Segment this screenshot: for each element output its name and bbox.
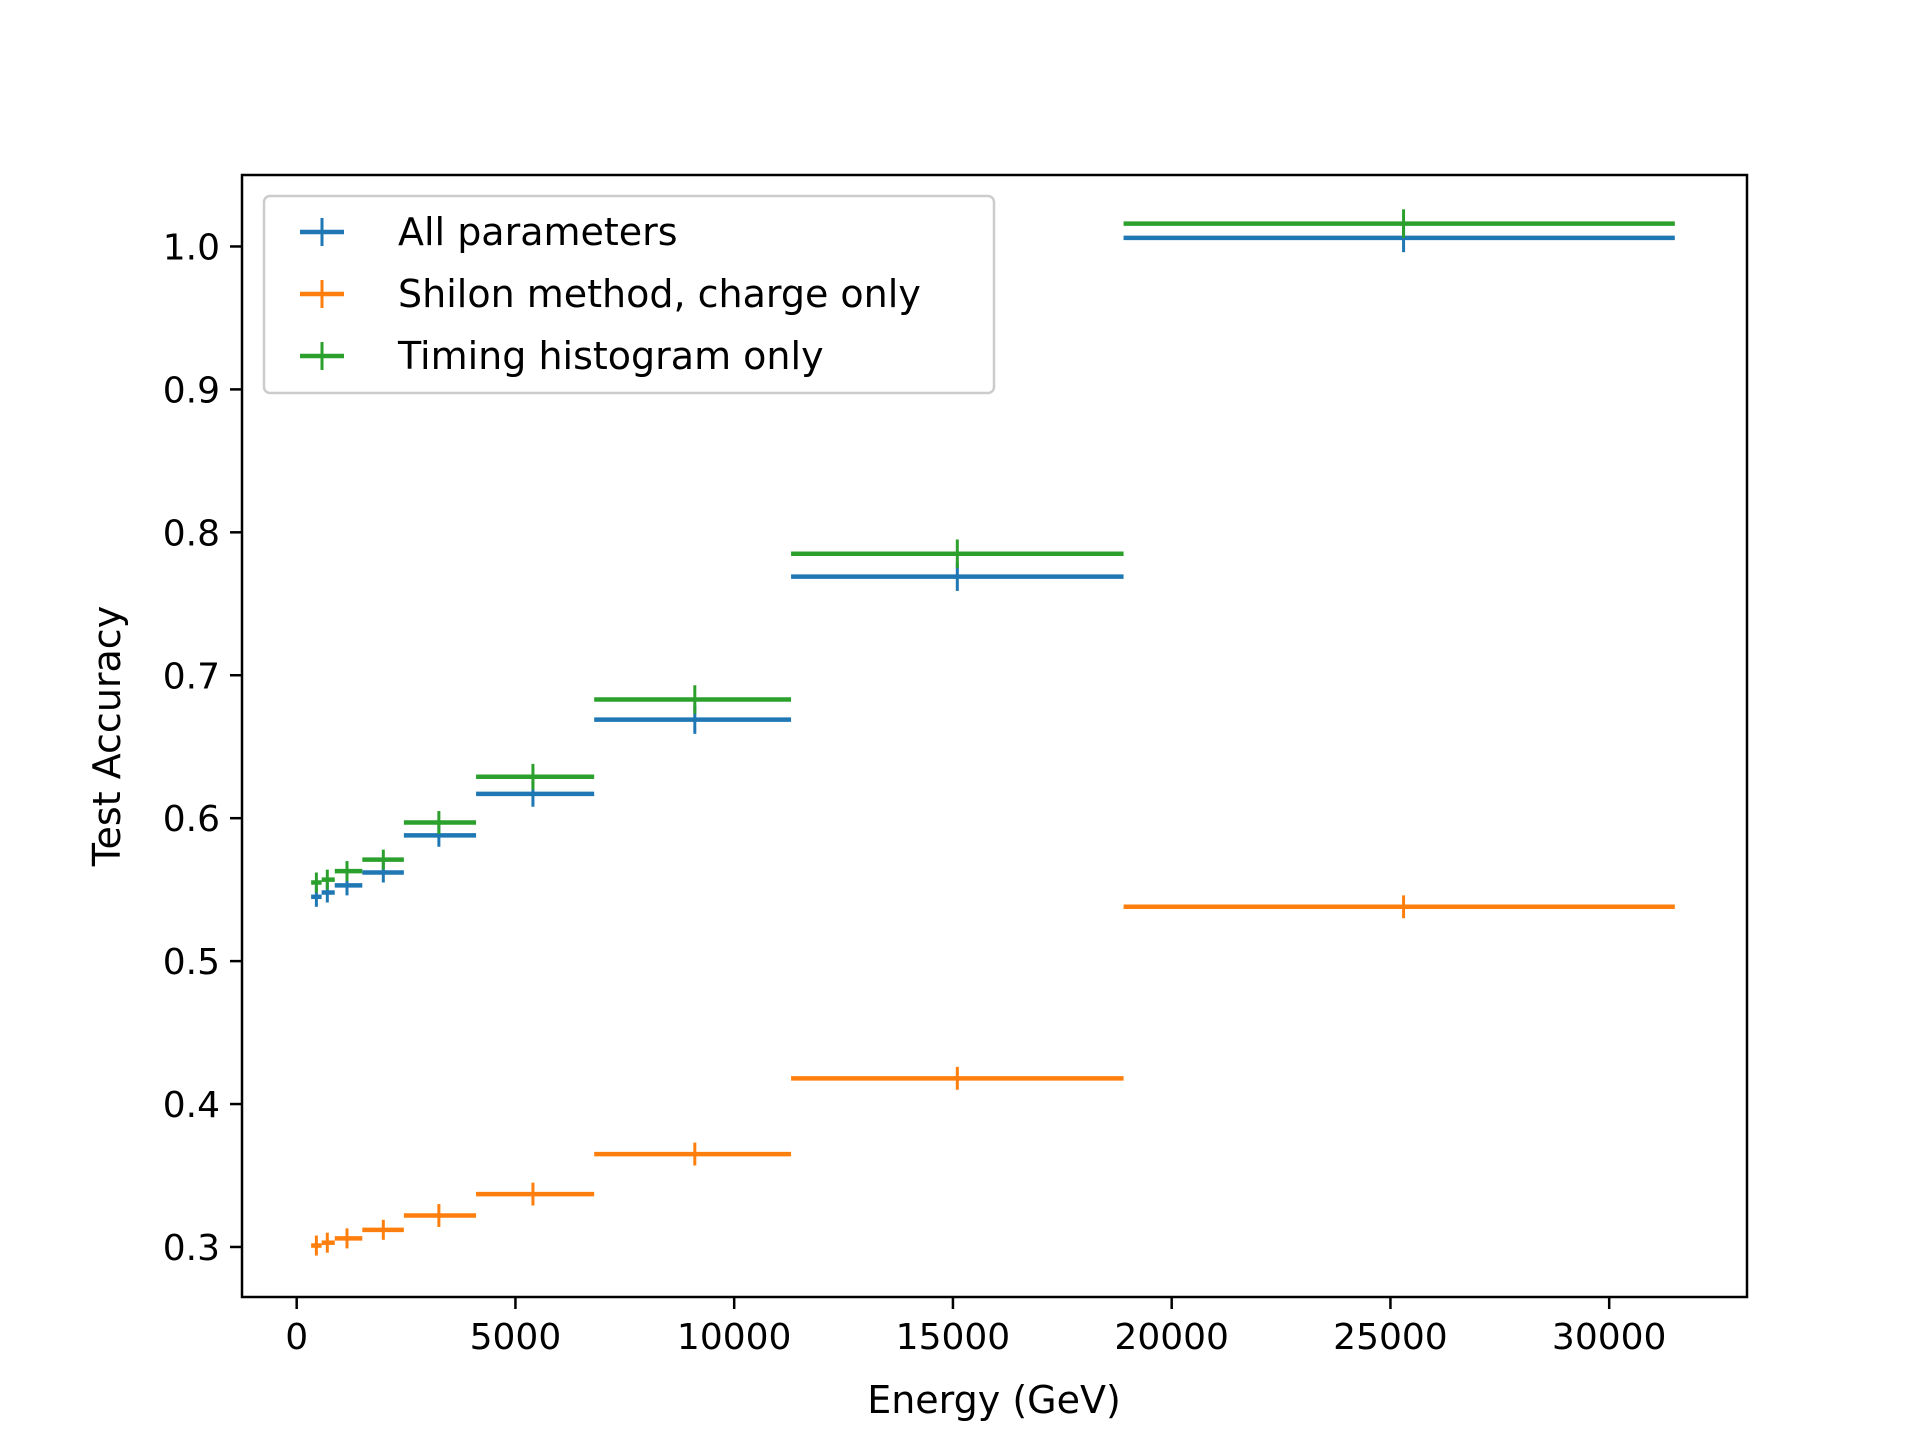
y-tick-label: 0.5 [163,942,220,983]
y-tick-label: 0.3 [163,1228,220,1269]
y-tick-label: 0.8 [163,513,220,554]
legend-frame [262,194,996,395]
x-tick-label: 30000 [1552,1317,1667,1358]
x-axis-label: Energy (GeV) [867,1378,1121,1422]
x-axis: 0 5000 10000 15000 20000 25000 30000 [285,1297,1666,1358]
x-tick-label: 5000 [470,1317,562,1358]
y-axis-label: Test Accuracy [85,606,129,867]
y-tick-label: 0.9 [163,370,220,411]
x-tick-label: 15000 [896,1317,1011,1358]
y-tick-label: 0.6 [163,799,220,840]
x-tick-label: 0 [285,1317,308,1358]
legend: All parameters Shilon method, charge only… [262,194,996,395]
x-tick-label: 25000 [1333,1317,1448,1358]
plot-frame [240,173,1749,1299]
series-3 [311,209,1675,893]
y-tick-label: 1.0 [163,227,220,268]
series-1 [311,223,1675,907]
plot-marks [311,209,1675,1256]
y-tick-label: 0.4 [163,1085,220,1126]
y-tick-label: 0.7 [163,656,220,697]
x-tick-label: 20000 [1114,1317,1229,1358]
y-axis: 0.3 0.4 0.5 0.6 0.7 0.8 0.9 1.0 [163,227,242,1269]
legend-label: Timing histogram only [397,334,824,378]
legend-label: Shilon method, charge only [398,272,921,316]
x-tick-label: 10000 [677,1317,792,1358]
legend-label: All parameters [398,210,678,254]
series-2 [311,895,1675,1256]
